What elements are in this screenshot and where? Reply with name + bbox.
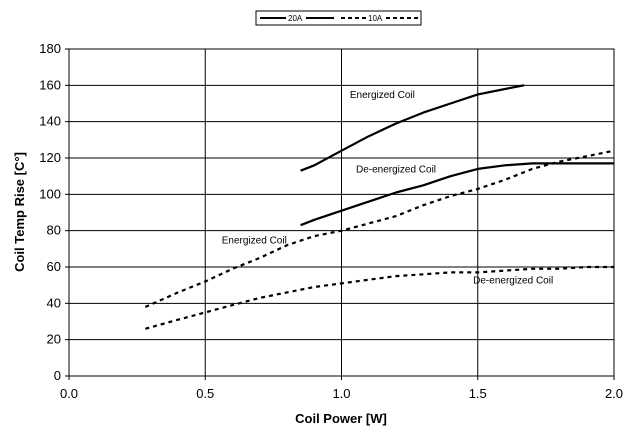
series-annotation: Energized Coil [222, 235, 287, 246]
y-tick-label: 20 [47, 332, 61, 347]
y-tick-label: 80 [47, 223, 61, 238]
y-tick-label: 40 [47, 295, 61, 310]
legend-frame [255, 10, 422, 26]
legend-label-10a: 10A [368, 14, 383, 23]
series-line-10a [145, 265, 614, 330]
series [144, 84, 615, 330]
x-tick-label: 0.0 [60, 386, 78, 401]
y-axis-title: Coil Temp Rise [C°] [12, 152, 27, 272]
tick-labels: 0 20 40 60 80 100 120 140 160 180 0.0 0.5 1.0 1.5 2.0 [39, 41, 623, 401]
y-tick-label: 140 [39, 114, 61, 129]
y-tick-label: 120 [39, 150, 61, 165]
series-line-20a [300, 84, 525, 172]
x-axis-title: Coil Power [W] [295, 411, 387, 426]
x-tick-label: 1.5 [469, 386, 487, 401]
x-tick-label: 1.0 [332, 386, 350, 401]
y-tick-label: 60 [47, 259, 61, 274]
x-tick-label: 2.0 [605, 386, 623, 401]
series-annotation: De-energized Coil [473, 275, 553, 286]
y-tick-label: 160 [39, 77, 61, 92]
plot-area-frame [68, 48, 615, 377]
axes [65, 48, 615, 380]
legend-label-20a: 20A [288, 14, 303, 23]
series-annotation: Energized Coil [350, 90, 415, 101]
y-tick-label: 180 [39, 41, 61, 56]
series-annotation: De-energized Coil [356, 165, 436, 176]
series-line-10a [144, 149, 615, 309]
grid [68, 48, 615, 377]
y-tick-label: 0 [54, 368, 61, 383]
y-tick-label: 100 [39, 186, 61, 201]
series-line-20a [300, 162, 614, 227]
legend: 20A 10A [255, 10, 422, 26]
annotations: Energized Coil De-energized Coil Energized… [222, 90, 553, 286]
x-tick-label: 0.5 [196, 386, 214, 401]
